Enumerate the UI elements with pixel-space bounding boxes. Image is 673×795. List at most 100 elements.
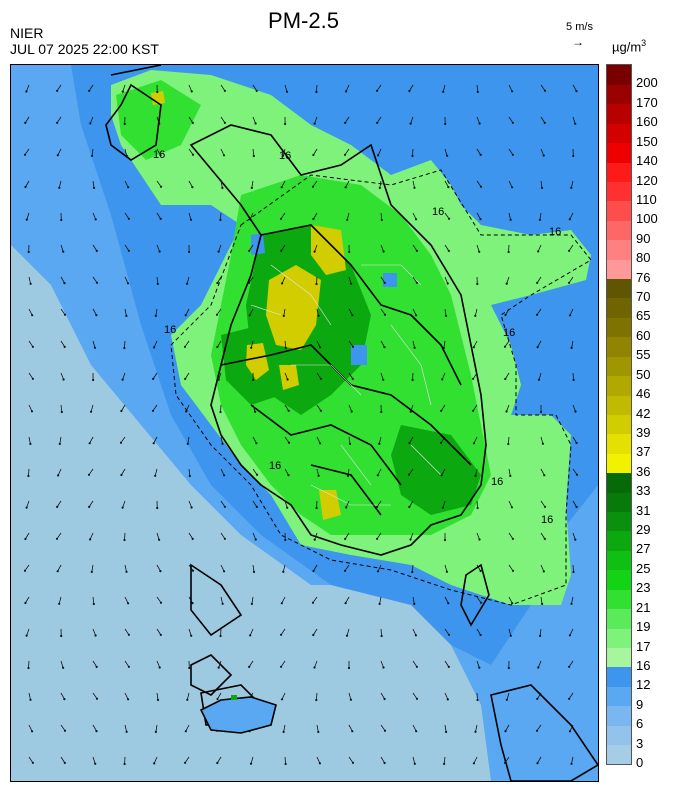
wind-arrow-head bbox=[570, 346, 573, 349]
wind-arrow-head bbox=[476, 698, 479, 702]
wind-arrow bbox=[28, 436, 31, 444]
wind-arrow-head bbox=[568, 634, 572, 637]
wind-arrow bbox=[570, 180, 574, 188]
wind-arrow bbox=[408, 500, 414, 508]
wind-arrow-head bbox=[568, 281, 571, 284]
wind-arrow-head bbox=[186, 442, 189, 445]
wind-arrow bbox=[475, 724, 478, 732]
wind-arrow bbox=[410, 116, 414, 124]
wind-arrow-head bbox=[543, 474, 546, 477]
wind-arrow bbox=[380, 692, 385, 700]
wind-arrow bbox=[188, 148, 194, 155]
wind-arrow bbox=[316, 436, 321, 444]
wind-arrow bbox=[569, 628, 574, 636]
wind-arrow bbox=[156, 596, 162, 603]
wind-arrow-head bbox=[191, 153, 195, 156]
wind-arrow bbox=[412, 724, 417, 732]
wind-arrow-head bbox=[159, 217, 162, 220]
wind-arrow-head bbox=[119, 441, 123, 444]
wind-arrow bbox=[441, 468, 446, 476]
wind-arrow-head bbox=[376, 474, 379, 477]
wind-arrow bbox=[187, 436, 190, 444]
wind-arrow bbox=[252, 500, 258, 508]
wind-arrow bbox=[313, 212, 318, 220]
legend-label: 90 bbox=[636, 230, 651, 246]
wind-arrow bbox=[92, 628, 96, 636]
wind-arrow bbox=[412, 244, 418, 252]
contour-label: 16 bbox=[269, 460, 281, 472]
wind-arrow-head bbox=[127, 665, 130, 668]
wind-arrow-head bbox=[507, 442, 510, 446]
wind-arrow bbox=[475, 468, 478, 476]
legend-swatch bbox=[607, 725, 631, 746]
wind-arrow-head bbox=[509, 474, 512, 477]
wind-arrow-head bbox=[312, 633, 315, 637]
wind-arrow-head bbox=[127, 602, 130, 605]
wind-arrow bbox=[28, 692, 31, 700]
wind-arrow bbox=[92, 596, 95, 605]
wind-arrow bbox=[569, 724, 574, 732]
wind-arrow bbox=[508, 596, 513, 604]
wind-arrow-head bbox=[536, 281, 539, 284]
wind-arrow-head bbox=[27, 666, 30, 670]
wind-arrow-head bbox=[344, 186, 347, 189]
wind-arrow bbox=[217, 340, 222, 348]
wind-arrow bbox=[540, 116, 546, 124]
wind-arrow-head bbox=[415, 314, 418, 317]
wind-arrow-head bbox=[415, 665, 418, 668]
wind-arrow-head bbox=[153, 346, 156, 349]
wind-arrow-head bbox=[375, 89, 379, 92]
wind-arrow bbox=[380, 212, 383, 221]
wind-arrow-head bbox=[184, 314, 187, 317]
wind-arrow bbox=[474, 308, 478, 316]
wind-arrow bbox=[412, 148, 414, 157]
wind-arrow-head bbox=[535, 313, 539, 316]
wind-arrow-head bbox=[539, 634, 542, 638]
wind-arrow-head bbox=[215, 313, 219, 316]
wind-arrow-head bbox=[348, 442, 352, 445]
wind-arrow-field bbox=[23, 84, 579, 766]
wind-arrow-head bbox=[56, 570, 59, 573]
wind-arrow bbox=[248, 276, 254, 284]
wind-arrow-head bbox=[415, 281, 418, 284]
wind-arrow bbox=[411, 564, 414, 573]
wind-arrow-head bbox=[23, 153, 27, 156]
wind-arrow-head bbox=[29, 442, 32, 445]
wind-arrow bbox=[124, 180, 129, 188]
wind-arrow-head bbox=[280, 249, 283, 252]
wind-arrow bbox=[536, 276, 542, 284]
wind-arrow bbox=[282, 564, 286, 572]
legend-swatch bbox=[607, 220, 631, 241]
wind-arrow bbox=[508, 468, 511, 476]
wind-arrow-head bbox=[441, 378, 444, 381]
wind-arrow bbox=[284, 340, 287, 349]
wind-arrow bbox=[28, 340, 34, 348]
wind-arrow-head bbox=[536, 762, 539, 765]
legend-label: 55 bbox=[636, 347, 651, 363]
wind-arrow bbox=[572, 468, 578, 475]
wind-arrow-head bbox=[409, 538, 412, 541]
contour-label: 16 bbox=[541, 514, 553, 526]
wind-arrow-head bbox=[570, 186, 573, 189]
wind-arrow-head bbox=[415, 218, 418, 221]
concentration-map-svg: 16 16 16 16 16 16 16 16 16 bbox=[11, 65, 598, 781]
wind-arrow bbox=[348, 372, 354, 380]
wind-arrow bbox=[92, 756, 96, 764]
wind-arrow bbox=[443, 340, 446, 348]
wind-arrow-head bbox=[95, 281, 99, 284]
wind-arrow-head bbox=[158, 538, 161, 541]
wind-arrow bbox=[60, 340, 66, 348]
wind-arrow-head bbox=[216, 345, 219, 349]
wind-arrow bbox=[410, 532, 414, 540]
wind-arrow bbox=[572, 404, 576, 412]
wind-arrow bbox=[444, 180, 449, 188]
wind-arrow bbox=[314, 244, 318, 252]
wind-arrow-head bbox=[315, 698, 318, 702]
wind-arrow bbox=[508, 564, 514, 572]
wind-arrow bbox=[409, 84, 414, 92]
unit-superscript: 3 bbox=[641, 38, 647, 48]
wind-arrow bbox=[60, 756, 66, 764]
wind-arrow bbox=[184, 340, 190, 348]
legend-swatch bbox=[607, 628, 631, 648]
wind-arrow bbox=[156, 212, 162, 220]
